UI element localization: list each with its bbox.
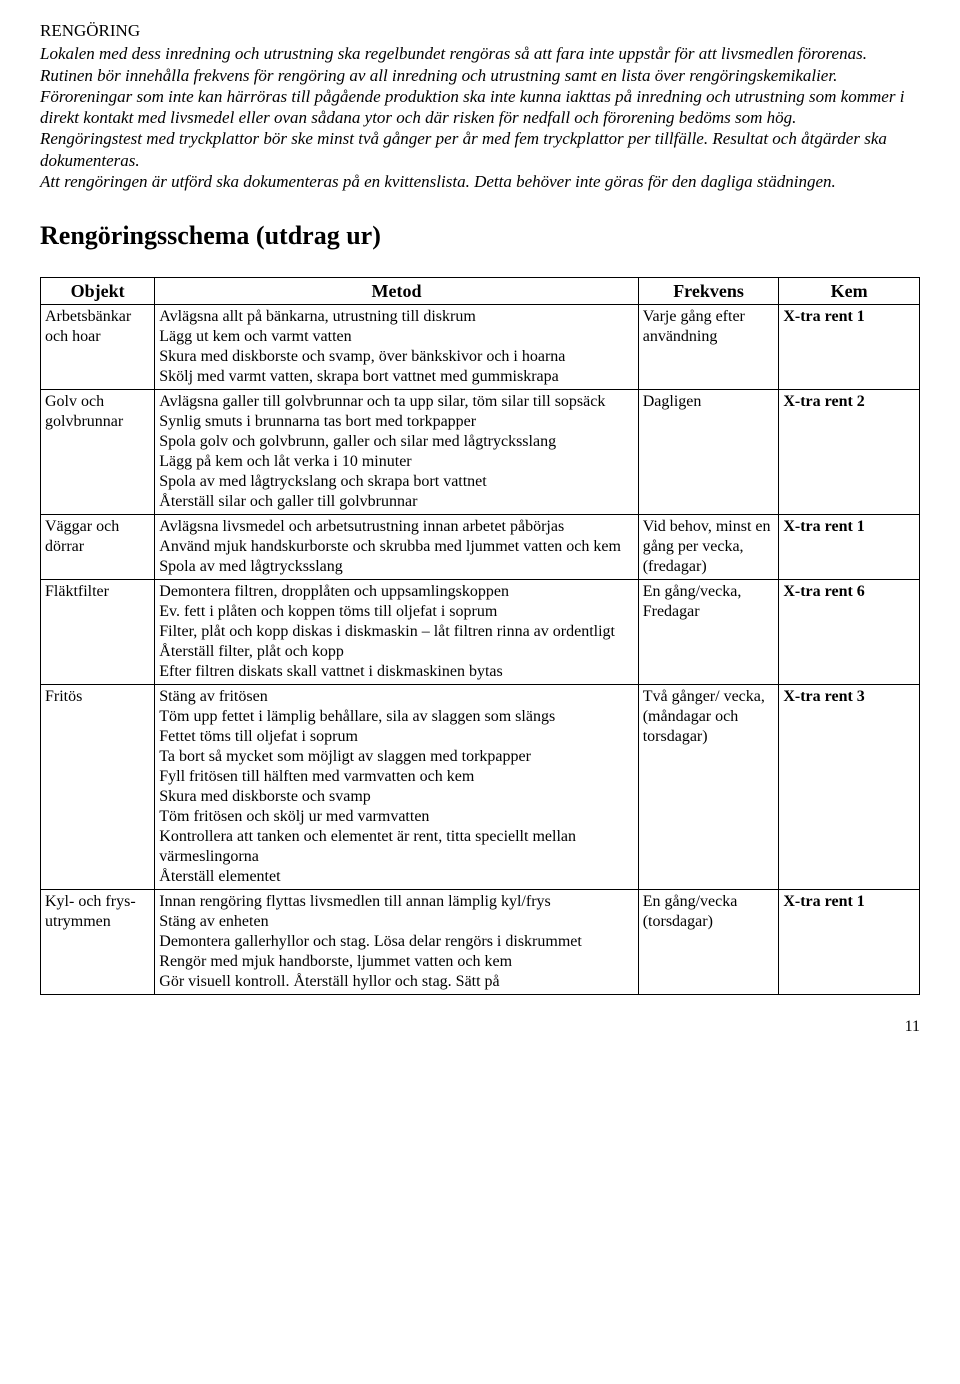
method-line: Återställ silar och galler till golvbrun… (159, 492, 633, 512)
cell-metod: Avlägsna galler till golvbrunnar och ta … (155, 390, 638, 515)
method-line: Efter filtren diskats skall vattnet i di… (159, 662, 633, 682)
col-kem: Kem (779, 277, 920, 305)
col-frekvens: Frekvens (638, 277, 779, 305)
method-line: Avlägsna allt på bänkarna, utrustning ti… (159, 307, 633, 327)
method-line: Demontera gallerhyllor och stag. Lösa de… (159, 932, 633, 952)
cell-objekt: Arbetsbänkar och hoar (41, 305, 155, 390)
cell-metod: Stäng av fritösenTöm upp fettet i lämpli… (155, 685, 638, 890)
table-row: FläktfilterDemontera filtren, dropplåten… (41, 580, 920, 685)
method-line: Fettet töms till oljefat i soprum (159, 727, 633, 747)
method-line: Stäng av fritösen (159, 687, 633, 707)
schema-heading: Rengöringsschema (utdrag ur) (40, 220, 920, 253)
method-line: Synlig smuts i brunnarna tas bort med to… (159, 412, 633, 432)
cell-kem: X-tra rent 1 (779, 890, 920, 995)
method-line: Skura med diskborste och svamp (159, 787, 633, 807)
method-line: Gör visuell kontroll. Återställ hyllor o… (159, 972, 633, 992)
page-number: 11 (40, 1017, 920, 1037)
method-line: Återställ filter, plåt och kopp (159, 642, 633, 662)
cell-objekt: Fritös (41, 685, 155, 890)
paragraph: Rengöringstest med tryckplattor bör ske … (40, 128, 920, 171)
method-line: Rengör med mjuk handborste, ljummet vatt… (159, 952, 633, 972)
method-line: Ta bort så mycket som möjligt av slaggen… (159, 747, 633, 767)
table-row: Arbetsbänkar och hoarAvlägsna allt på bä… (41, 305, 920, 390)
method-line: Skölj med varmt vatten, skrapa bort vatt… (159, 367, 633, 387)
cell-kem: X-tra rent 3 (779, 685, 920, 890)
table-row: Golv och golvbrunnarAvlägsna galler till… (41, 390, 920, 515)
method-line: Spola av med lågtryckslang och skrapa bo… (159, 472, 633, 492)
table-header-row: Objekt Metod Frekvens Kem (41, 277, 920, 305)
table-row: Väggar och dörrarAvlägsna livsmedel och … (41, 515, 920, 580)
paragraph: Lokalen med dess inredning och utrustnin… (40, 43, 920, 86)
method-line: Använd mjuk handskurborste och skrubba m… (159, 537, 633, 557)
col-metod: Metod (155, 277, 638, 305)
method-line: Lägg på kem och låt verka i 10 minuter (159, 452, 633, 472)
cell-metod: Avlägsna livsmedel och arbetsutrustning … (155, 515, 638, 580)
paragraph: Att rengöringen är utförd ska dokumenter… (40, 171, 920, 192)
method-line: Ev. fett i plåten och koppen töms till o… (159, 602, 633, 622)
method-line: Innan rengöring flyttas livsmedlen till … (159, 892, 633, 912)
cell-metod: Avlägsna allt på bänkarna, utrustning ti… (155, 305, 638, 390)
method-line: Töm upp fettet i lämplig behållare, sila… (159, 707, 633, 727)
cell-objekt: Fläktfilter (41, 580, 155, 685)
method-line: Avlägsna galler till golvbrunnar och ta … (159, 392, 633, 412)
section-title: RENGÖRING (40, 20, 920, 41)
cell-frekvens: En gång/vecka, Fredagar (638, 580, 779, 685)
cell-kem: X-tra rent 6 (779, 580, 920, 685)
table-row: FritösStäng av fritösenTöm upp fettet i … (41, 685, 920, 890)
cell-metod: Innan rengöring flyttas livsmedlen till … (155, 890, 638, 995)
cell-objekt: Väggar och dörrar (41, 515, 155, 580)
cell-frekvens: Dagligen (638, 390, 779, 515)
cell-objekt: Kyl- och frys-utrymmen (41, 890, 155, 995)
method-line: Demontera filtren, dropplåten och uppsam… (159, 582, 633, 602)
method-line: Stäng av enheten (159, 912, 633, 932)
method-line: Återställ elementet (159, 867, 633, 887)
cell-frekvens: Två gånger/ vecka, (måndagar och torsdag… (638, 685, 779, 890)
cleaning-schedule-table: Objekt Metod Frekvens Kem Arbetsbänkar o… (40, 277, 920, 996)
cell-objekt: Golv och golvbrunnar (41, 390, 155, 515)
table-row: Kyl- och frys-utrymmenInnan rengöring fl… (41, 890, 920, 995)
method-line: Skura med diskborste och svamp, över bän… (159, 347, 633, 367)
method-line: Spola golv och golvbrunn, galler och sil… (159, 432, 633, 452)
method-line: Filter, plåt och kopp diskas i diskmaski… (159, 622, 633, 642)
body-paragraphs: Lokalen med dess inredning och utrustnin… (40, 43, 920, 192)
method-line: Kontrollera att tanken och elementet är … (159, 827, 633, 867)
cell-frekvens: En gång/vecka (torsdagar) (638, 890, 779, 995)
method-line: Spola av med lågtrycksslang (159, 557, 633, 577)
cell-frekvens: Varje gång efter användning (638, 305, 779, 390)
cell-kem: X-tra rent 2 (779, 390, 920, 515)
method-line: Avlägsna livsmedel och arbetsutrustning … (159, 517, 633, 537)
cell-metod: Demontera filtren, dropplåten och uppsam… (155, 580, 638, 685)
method-line: Töm fritösen och skölj ur med varmvatten (159, 807, 633, 827)
method-line: Lägg ut kem och varmt vatten (159, 327, 633, 347)
cell-kem: X-tra rent 1 (779, 305, 920, 390)
col-objekt: Objekt (41, 277, 155, 305)
method-line: Fyll fritösen till hälften med varmvatte… (159, 767, 633, 787)
cell-frekvens: Vid behov, minst en gång per vecka, (fre… (638, 515, 779, 580)
cell-kem: X-tra rent 1 (779, 515, 920, 580)
paragraph: Föroreningar som inte kan härröras till … (40, 86, 920, 129)
